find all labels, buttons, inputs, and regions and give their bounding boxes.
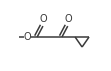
Text: O: O: [23, 32, 31, 42]
Text: O: O: [64, 14, 72, 24]
Text: O: O: [40, 14, 47, 24]
